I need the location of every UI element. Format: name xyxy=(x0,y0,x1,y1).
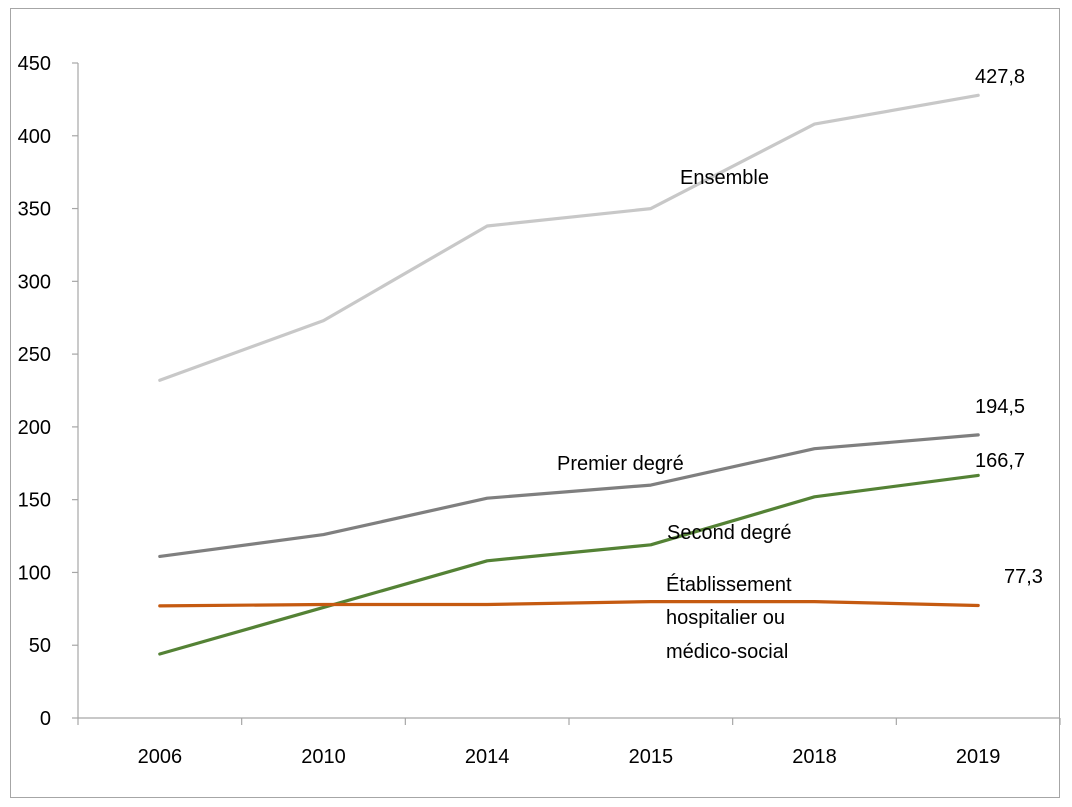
data-label-second-degre-2019: 166,7 xyxy=(975,450,1025,472)
series-line-2 xyxy=(158,473,980,656)
data-label-ensemble-2019: 427,8 xyxy=(975,66,1025,88)
series-label-etablissement: Établissement hospitalier ou médico-soci… xyxy=(666,573,797,663)
chart-frame xyxy=(10,8,1060,798)
x-tick-label: 2006 xyxy=(138,746,183,768)
y-tick-label: 250 xyxy=(18,344,51,366)
y-ticks: 0 50 100 150 200 250 300 350 400 450 xyxy=(18,53,78,730)
data-label-premier-degre-2019: 194,5 xyxy=(975,396,1025,418)
y-tick-label: 200 xyxy=(18,417,51,439)
series-labels: Ensemble Premier degré Second degré Étab… xyxy=(557,167,797,663)
series-label-etablissement-line-3: médico-social xyxy=(666,641,788,663)
y-tick-label: 50 xyxy=(29,635,51,657)
data-labels: 427,8 194,5 166,7 77,3 xyxy=(975,66,1043,588)
series-label-etablissement-line-1: Établissement xyxy=(666,573,792,596)
y-tick-label: 150 xyxy=(18,490,51,512)
series-line-0 xyxy=(158,93,980,382)
y-tick-label: 350 xyxy=(18,199,51,221)
series-label-second-degre: Second degré xyxy=(667,522,792,544)
x-tick-label: 2015 xyxy=(629,746,674,768)
axes: 0 50 100 150 200 250 300 350 400 450 2006 2010 2014… xyxy=(18,53,1061,768)
x-tick-label: 2010 xyxy=(301,746,346,768)
y-tick-label: 450 xyxy=(18,53,51,75)
data-label-etablissement-2019: 77,3 xyxy=(1004,566,1043,588)
x-tick-label: 2019 xyxy=(956,746,1001,768)
y-tick-label: 100 xyxy=(18,562,51,584)
series-line-3 xyxy=(158,599,980,608)
x-tick-label: 2014 xyxy=(465,746,510,768)
series-lines xyxy=(158,93,980,656)
x-tick-label: 2018 xyxy=(792,746,837,768)
series-line-1 xyxy=(158,433,980,559)
y-tick-label: 0 xyxy=(40,708,51,730)
y-tick-label: 300 xyxy=(18,271,51,293)
x-ticks: 2006 2010 2014 2015 2018 2019 xyxy=(77,718,1061,768)
series-label-ensemble: Ensemble xyxy=(680,167,769,189)
series-label-etablissement-line-2: hospitalier ou xyxy=(666,607,785,629)
series-label-premier-degre: Premier degré xyxy=(557,453,684,475)
y-tick-label: 400 xyxy=(18,126,51,148)
